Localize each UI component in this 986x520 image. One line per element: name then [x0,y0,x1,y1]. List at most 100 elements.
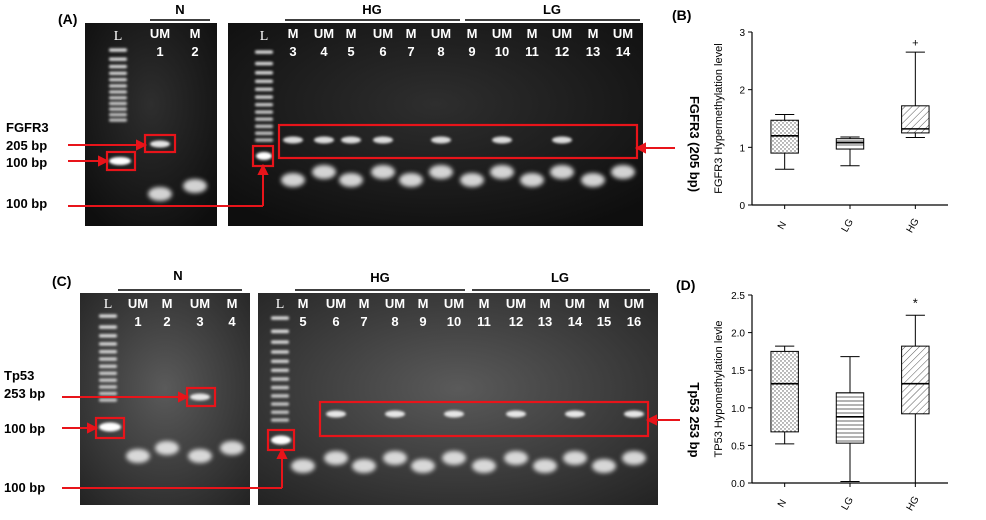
group-label-lg-c: LG [551,270,569,285]
x-tick-label: LG [840,217,856,234]
lane-type-label: UM [613,26,633,41]
lane-number-label: 11 [525,44,539,59]
lane-number-label: 9 [468,44,475,59]
ladder-band [109,101,127,106]
y-axis-label: TP53 Hypomethylation levle [713,321,725,458]
ladder-band [255,138,273,142]
ladder-100bp-band [109,157,131,165]
ladder-band [271,359,289,363]
box-lg [835,138,865,150]
box-lg [835,392,865,444]
primer-dimer-band [291,459,315,473]
group-label-hg-a: HG [362,2,382,17]
lane-type-label: UM [431,26,451,41]
primer-dimer-band [383,451,407,465]
group-label-hg-c: HG [370,270,390,285]
lane-number-label: 1 [134,314,141,329]
ladder-100-left-a: 100 bp [6,155,47,170]
y-axis-label: FGFR3 Hypermethylation level [713,43,725,193]
ladder-band [99,371,117,376]
lane-type-label: M [418,296,429,311]
lane-type-label: UM [190,296,210,311]
lane-type-label: M [527,26,538,41]
target-band [492,136,512,144]
target-band [341,136,361,144]
lane-number-label: 8 [391,314,398,329]
ladder-label: L [276,297,285,312]
y-tick-label: 3 [739,28,745,39]
lane-type-label: UM [492,26,512,41]
lane-number-label: 2 [163,314,170,329]
lane-type-label: M [190,26,201,41]
ladder-label: L [260,29,269,44]
ladder-band [109,71,127,75]
lane-type-label: UM [385,296,405,311]
lane-number-label: 16 [627,314,641,329]
target-size-c: 253 bp [4,386,45,401]
lane-type-label: M [588,26,599,41]
lane-type-label: M [298,296,309,311]
lane-number-label: 12 [555,44,569,59]
primer-dimer-band [155,441,179,455]
ladder-band [255,79,273,83]
lane-number-label: 4 [228,314,236,329]
panel-c-letter: (C) [52,273,71,289]
ladder-band [99,342,117,346]
ladder-label: L [114,29,123,44]
y-tick-label: 0 [739,201,745,212]
ladder-band [109,64,127,69]
lane-number-label: 6 [332,314,339,329]
lane-type-label: M [540,296,551,311]
ladder-band [109,112,127,117]
x-tick-label: N [776,498,789,510]
ladder-100bp-band [271,435,291,445]
panel-a-letter: (A) [58,11,77,27]
primer-dimer-band [520,173,544,187]
lane-type-label: UM [506,296,526,311]
ladder-band [271,329,289,334]
primer-dimer-band [220,441,244,455]
primer-dimer-band [533,459,557,473]
target-band [373,136,393,144]
ladder-band [109,90,127,94]
ladder-band [271,402,289,406]
primer-dimer-band [339,173,363,187]
lane-type-label: UM [565,296,585,311]
gel-a-right-ladder: L [255,29,273,160]
target-name-a: FGFR3 [6,120,49,135]
target-size-a: 205 bp [6,138,47,153]
y-tick-label: 0.5 [731,441,745,452]
y-tick-label: 2.5 [731,291,745,302]
lane-type-label: UM [552,26,572,41]
ladder-band [271,385,289,390]
ladder-band [99,364,117,368]
x-tick-label: N [776,220,789,232]
ladder-band [271,410,289,414]
primer-dimer-band [611,165,635,179]
y-tick-label: 0.0 [731,479,745,490]
primer-dimer-band [371,165,395,179]
primer-dimer-band [281,173,305,187]
ladder-band [271,316,289,320]
primer-dimer-band [312,165,336,179]
lane-number-label: 10 [447,314,461,329]
gel-c-left-ladder: L [99,297,121,432]
y-tick-label: 1.5 [731,366,745,377]
target-name-c: Tp53 [4,368,34,383]
ladder-band [255,131,273,135]
gel-c-right-ladder: L [271,297,291,445]
side-label-a: FGFR3 (205 bp) [687,96,702,192]
highlight-boxes-a [105,123,639,172]
arrows-c [62,391,680,489]
ladder-100-bottom-a: 100 bp [6,196,47,211]
ladder-band [271,340,289,344]
box-n [770,350,799,433]
target-band [624,410,644,418]
target-band [190,393,210,401]
lane-type-label: M [467,26,478,41]
ladder-band [109,78,127,82]
primer-dimer-band [563,451,587,465]
primer-dimer-band [592,459,616,473]
ladder-band [99,398,117,402]
